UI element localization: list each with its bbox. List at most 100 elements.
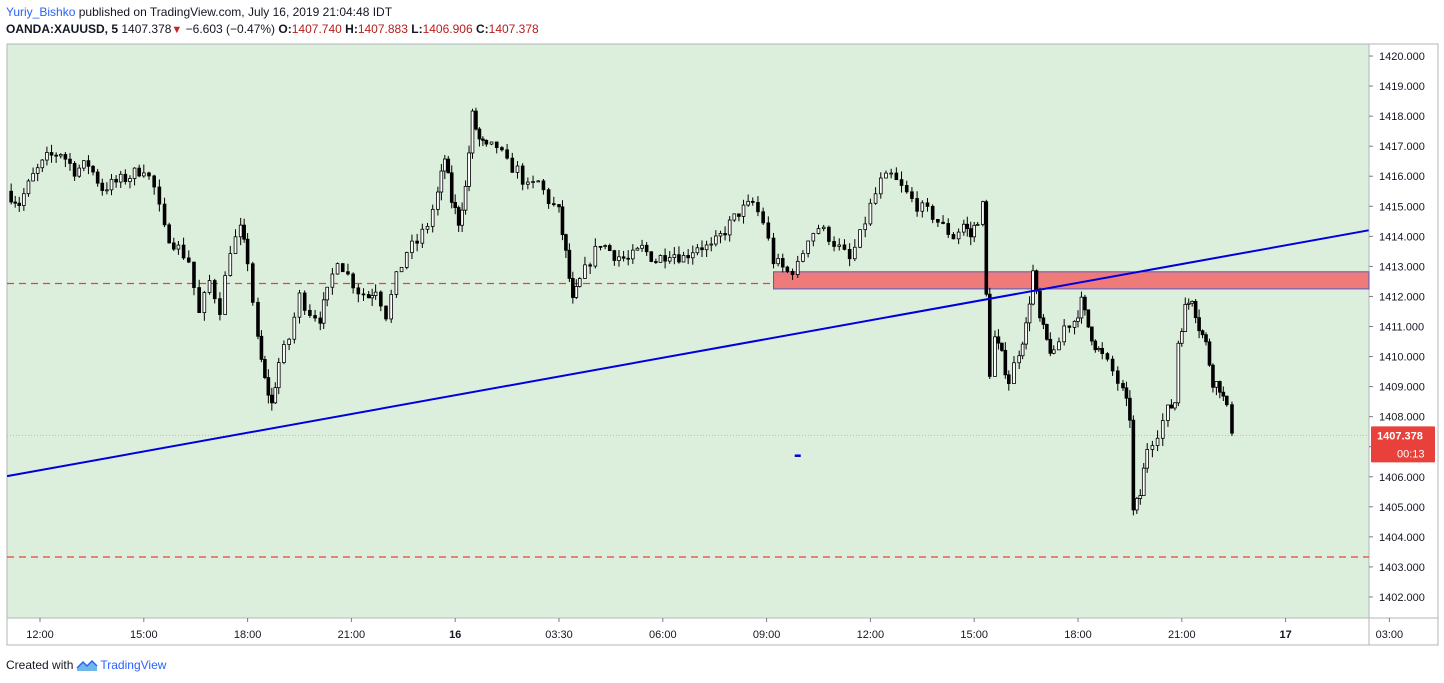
candle-body	[531, 181, 535, 183]
candle	[147, 171, 151, 180]
candle	[510, 152, 515, 173]
candle	[494, 141, 499, 154]
price-tick-label: 1414.000	[1379, 231, 1425, 243]
candle	[681, 251, 686, 263]
candle-body	[223, 275, 227, 315]
candle	[972, 221, 976, 243]
candle-body	[700, 247, 704, 251]
candle-body	[567, 249, 572, 279]
close-value: 1407.378	[488, 22, 539, 36]
candle	[325, 286, 329, 307]
candle-body	[962, 223, 966, 233]
candle-body	[612, 250, 617, 261]
candle-body	[270, 394, 274, 404]
candle	[1121, 379, 1125, 391]
candle	[984, 199, 989, 297]
candle	[330, 267, 335, 295]
candle	[1086, 309, 1091, 328]
candle-body	[557, 204, 561, 208]
price-tick-label: 1418.000	[1379, 111, 1425, 123]
candle	[1045, 323, 1049, 341]
price-tick-label: 1410.000	[1379, 352, 1425, 364]
candle	[946, 218, 951, 239]
candle	[297, 289, 302, 324]
candle	[63, 151, 68, 168]
candle	[202, 290, 207, 321]
candle	[1072, 320, 1077, 335]
candle-body	[1041, 317, 1046, 325]
candle	[266, 369, 271, 404]
candle-body	[1083, 296, 1087, 311]
candle-body	[1173, 402, 1177, 409]
candle	[223, 271, 227, 315]
candle	[1115, 366, 1120, 391]
time-axis[interactable]: 12:00 15:00 18:00 21:00 16 03:30 06:00 09:00 12:…	[26, 618, 1403, 641]
candle	[515, 161, 520, 179]
candle	[1197, 309, 1201, 339]
candle-body	[259, 335, 264, 360]
price-tick-label: 1420.000	[1379, 51, 1425, 63]
tradingview-brand-link[interactable]: TradingView	[76, 657, 166, 673]
resistance-zone[interactable]	[773, 271, 1370, 290]
plot-area[interactable]	[7, 44, 1369, 618]
candle	[58, 153, 63, 159]
candle	[894, 167, 899, 181]
candle	[1067, 325, 1072, 333]
candle-body	[1138, 495, 1143, 499]
candle-body	[335, 263, 340, 275]
candle	[114, 175, 118, 188]
candle	[500, 146, 504, 152]
candle-body	[1124, 387, 1129, 399]
candle-body	[340, 263, 345, 273]
candle-body	[123, 173, 128, 182]
candle-body	[1057, 341, 1061, 351]
candle	[987, 287, 992, 380]
candle-body	[276, 362, 281, 389]
candle	[1131, 415, 1136, 516]
candle	[1200, 329, 1205, 339]
candle	[700, 240, 704, 258]
candle-body	[1076, 317, 1080, 322]
price-tick-label: 1402.000	[1379, 592, 1425, 604]
candle	[404, 251, 409, 270]
candle	[250, 261, 255, 306]
candle	[256, 297, 260, 340]
candle	[118, 170, 123, 188]
candle-body	[631, 249, 635, 260]
symbol-label[interactable]: OANDA:XAUUSD, 5	[6, 22, 119, 36]
candle-body	[704, 244, 709, 251]
chart-frame	[6, 43, 1439, 646]
candle	[571, 271, 575, 304]
candle	[72, 161, 77, 181]
high-label: H:	[345, 22, 358, 36]
candle-body	[420, 228, 425, 244]
candle	[1145, 443, 1150, 473]
candle-body	[86, 160, 91, 167]
time-tick-label: 17	[1279, 629, 1291, 641]
candle	[167, 222, 171, 244]
author-link[interactable]: Yuriy_Bishko	[6, 5, 76, 19]
candle-body	[626, 257, 630, 260]
candle	[1038, 287, 1042, 322]
candle	[318, 311, 323, 331]
published-text: published on TradingView.com, July 16, 2…	[78, 5, 393, 19]
candle	[91, 164, 95, 176]
candle-body	[147, 172, 151, 177]
price-axis[interactable]: 1402.000 1403.000 1404.000 1405.000 1406.000…	[1369, 51, 1435, 604]
trendline[interactable]	[6, 229, 1369, 478]
candle-body	[603, 245, 607, 247]
candle	[588, 262, 592, 275]
candle-body	[1169, 404, 1174, 409]
candle-body	[993, 336, 997, 377]
candle-body	[536, 180, 541, 183]
candle-body	[1012, 362, 1016, 385]
candle-body	[709, 243, 714, 246]
candle-body	[968, 228, 973, 238]
candle-body	[162, 203, 167, 226]
candle-body	[574, 286, 579, 298]
created-with-text: Created with	[6, 658, 74, 672]
candle-body	[1160, 420, 1165, 439]
candle-body	[904, 185, 909, 193]
candle-body	[9, 190, 13, 203]
